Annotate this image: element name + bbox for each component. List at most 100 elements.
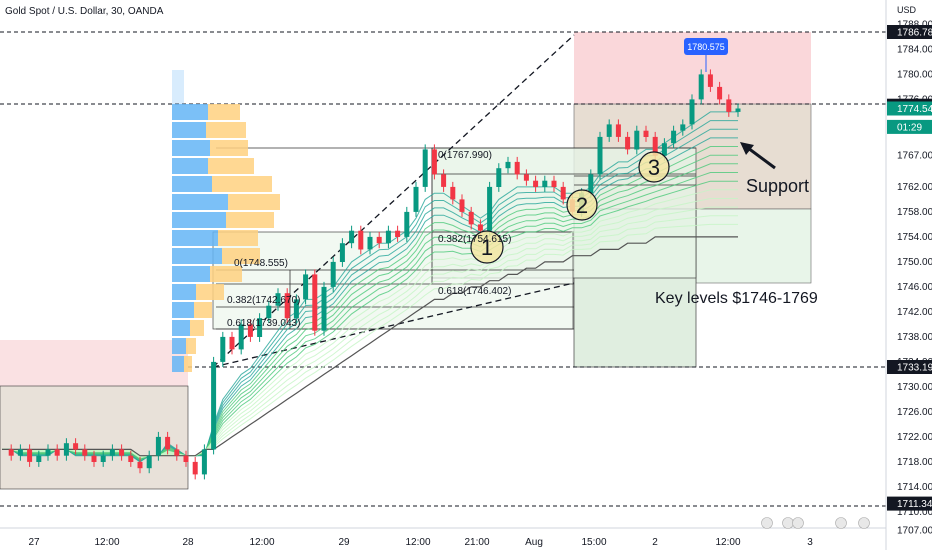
profile-bar-blue [172, 158, 208, 174]
y-tick-label: 1722.000 [897, 432, 932, 443]
candle-body [717, 86, 723, 100]
support-annotation: Support [740, 142, 809, 196]
currency-label: USD [897, 5, 917, 15]
us-flag-icon[interactable] [782, 517, 794, 529]
us-flag-icon[interactable] [858, 517, 870, 529]
candle-body [63, 443, 69, 456]
candle-body [588, 174, 594, 194]
y-tick-label: 1767.000 [897, 151, 932, 162]
candle-body [523, 174, 529, 181]
candle-body [625, 136, 631, 150]
y-tick-label: 1780.000 [897, 69, 932, 80]
candle-body [707, 74, 713, 87]
candle-body [183, 455, 189, 462]
candle-body [634, 130, 640, 150]
wave-2-circle [566, 189, 598, 221]
profile-bar-blue [172, 356, 184, 372]
x-tick-label: 2 [652, 537, 658, 548]
profile-bar-orange [210, 140, 248, 156]
candle-body [533, 180, 539, 187]
profile-bar-faint [172, 70, 184, 104]
candle-body [615, 124, 621, 137]
high-callout: 1780.575 [684, 38, 728, 72]
candle-body [735, 108, 741, 112]
profile-bar-orange [226, 212, 274, 228]
candle-body [643, 130, 649, 137]
candle-body [293, 299, 299, 319]
wave-2-label: 2 [576, 193, 588, 218]
high-callout-text: 1780.575 [687, 42, 725, 52]
candle-body [36, 455, 42, 462]
y-tick-label: 1730.000 [897, 382, 932, 393]
fib-label-5: 0.382(1742.670) [227, 295, 300, 306]
profile-bar-orange [218, 230, 258, 246]
candle-body [422, 149, 428, 187]
y-tick-label: 1707.000 [897, 526, 932, 537]
price-axis[interactable]: USD 1788.0001784.0001780.0001776.0001772… [885, 0, 932, 550]
profile-bar-blue [172, 302, 194, 318]
support-arrow-head [740, 142, 754, 155]
profile-bar-orange [212, 176, 272, 192]
candle-body [229, 336, 235, 350]
price-label-text: 1786.785 [897, 28, 932, 39]
candle-body [330, 261, 336, 287]
fib-label-2: 0.382(1754.615) [438, 234, 511, 245]
us-flag-icon[interactable] [792, 517, 804, 529]
candle-body [551, 180, 557, 187]
price-label-text: 1733.190 [897, 363, 932, 374]
price-label-text: 1711.340 [897, 499, 932, 510]
y-tick-label: 1758.000 [897, 207, 932, 218]
profile-bar-blue [172, 122, 206, 138]
profile-bar-blue [172, 320, 190, 336]
candle-body [597, 136, 603, 175]
y-tick-label: 1738.000 [897, 332, 932, 343]
time-axis[interactable]: 27 12:00 28 12:00 29 12:00 21:00 Aug 15:00 2 12:00… [0, 527, 886, 548]
profile-bar-blue [172, 176, 212, 192]
profile-bar-orange [208, 104, 240, 120]
slow-moving-average [2, 236, 738, 457]
candle-body [468, 211, 474, 225]
us-flag-icon[interactable] [761, 517, 773, 529]
candle-body [349, 230, 355, 244]
x-tick-label: 12:00 [715, 537, 740, 548]
y-tick-label: 1710.000 [897, 507, 932, 518]
key-levels-label: Key levels $1746-1769 [655, 290, 818, 307]
candle-body [689, 99, 695, 125]
profile-bar-blue [172, 338, 186, 354]
candle-body [680, 124, 686, 131]
candle-body [542, 180, 548, 187]
candle-body [661, 143, 667, 156]
candle-body [303, 274, 309, 300]
candle-body [238, 324, 244, 350]
profile-bar-blue [172, 140, 210, 156]
x-tick-label: Aug [525, 537, 543, 548]
x-tick-label: 21:00 [464, 537, 489, 548]
candle-body [220, 336, 226, 362]
profile-bar-orange [210, 266, 242, 282]
profile-bar-orange [222, 248, 260, 264]
candle-body [505, 161, 511, 169]
candle-body [726, 99, 732, 112]
candle-body [146, 455, 152, 469]
candle-body [404, 211, 410, 237]
x-tick-label: 12:00 [94, 537, 119, 548]
high-callout-box [684, 38, 728, 55]
wave-1-label: 1 [481, 235, 493, 260]
us-flag-icon[interactable] [835, 517, 847, 529]
fib-text: 0(1767.990) 0.382(1754.615) 0.618(1746.4… [227, 150, 511, 329]
y-tick-label: 1718.000 [897, 457, 932, 468]
fib-label-4: 0(1748.555) [234, 258, 288, 269]
candle-body [275, 293, 281, 306]
candle-body [698, 74, 704, 100]
candle-body [606, 124, 612, 137]
left-resistance-zone [0, 340, 188, 386]
candle-body [459, 199, 465, 212]
profile-bar-orange [186, 338, 196, 354]
y-tick-label: 1714.000 [897, 482, 932, 493]
y-tick-label: 1754.000 [897, 232, 932, 243]
event-flags[interactable] [761, 517, 870, 529]
support-label: Support [746, 176, 809, 196]
target-zone-bottom-right [695, 208, 812, 284]
channel-lower [212, 282, 575, 368]
